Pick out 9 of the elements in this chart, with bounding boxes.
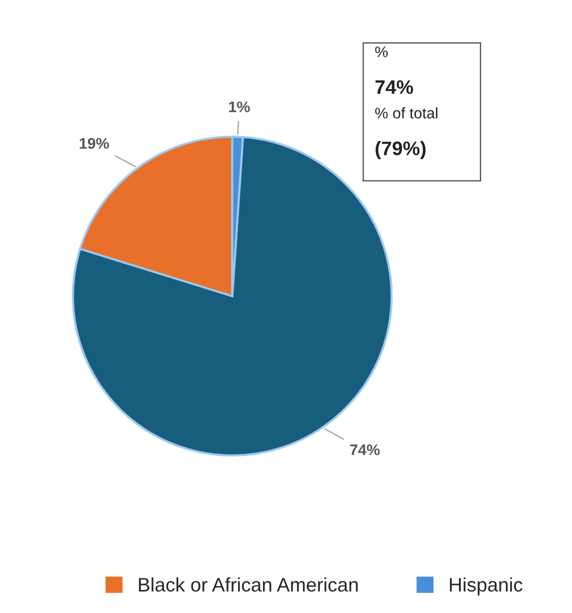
text: % bbox=[375, 46, 388, 58]
text: 74% bbox=[375, 80, 414, 94]
text: % of total bbox=[375, 107, 438, 118]
text: (79%) bbox=[376, 140, 426, 160]
data-label: 19% bbox=[80, 138, 109, 149]
data-label: 1% bbox=[229, 101, 250, 112]
legend-label: Black or African American bbox=[138, 577, 358, 592]
legend-label: Hispanic bbox=[450, 577, 522, 596]
data-label: 74% bbox=[350, 444, 380, 456]
